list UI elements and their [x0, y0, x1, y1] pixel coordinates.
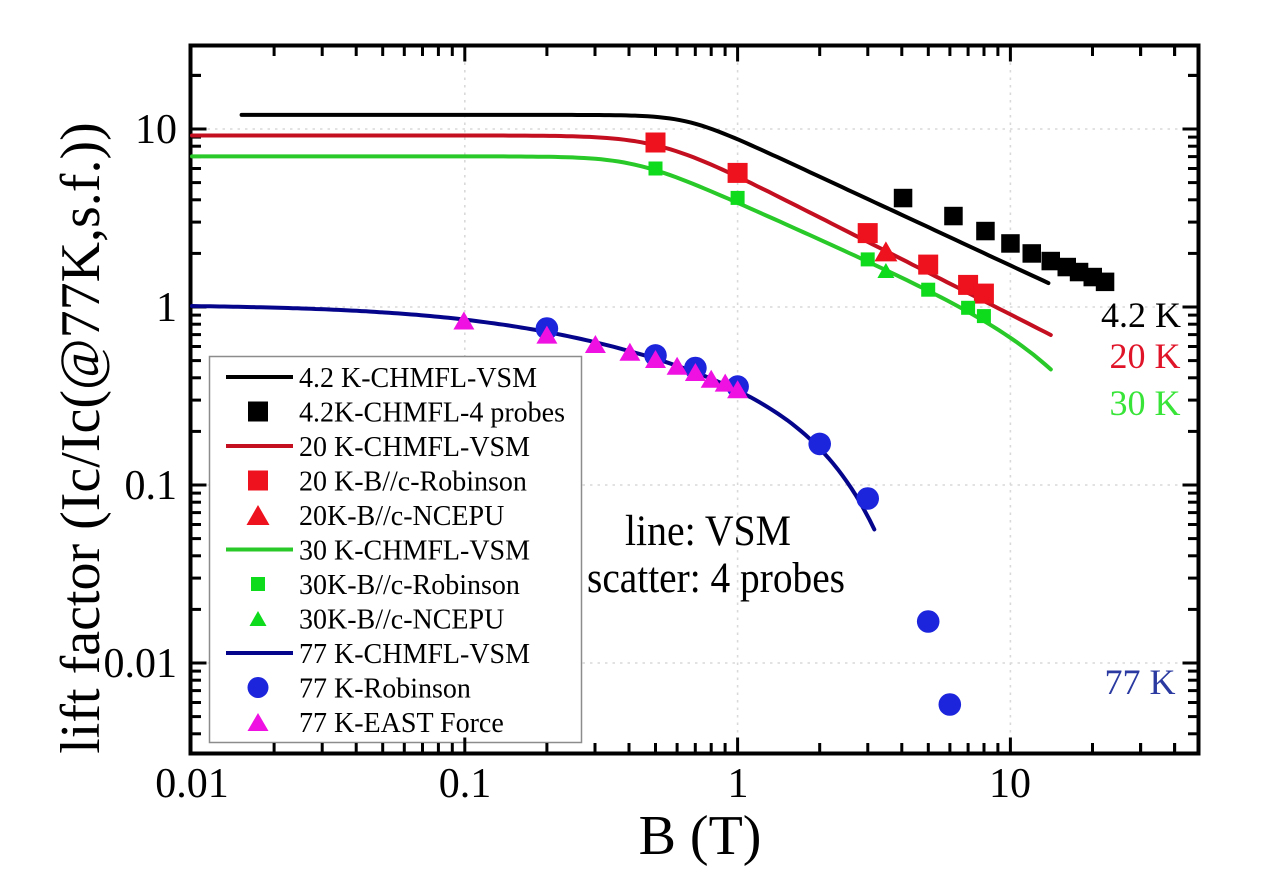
- svg-text:1: 1: [156, 285, 177, 331]
- svg-text:4.2K-CHMFL-4 probes: 4.2K-CHMFL-4 probes: [299, 398, 565, 429]
- svg-text:77 K: 77 K: [1105, 662, 1176, 702]
- svg-text:30 K-CHMFL-VSM: 30 K-CHMFL-VSM: [299, 536, 530, 567]
- svg-text:77 K-Robinson: 77 K-Robinson: [299, 674, 471, 705]
- svg-text:0.01: 0.01: [104, 641, 178, 687]
- svg-text:30K-B//c-NCEPU: 30K-B//c-NCEPU: [299, 605, 504, 636]
- svg-text:20 K-CHMFL-VSM: 20 K-CHMFL-VSM: [299, 432, 530, 463]
- svg-text:4.2 K: 4.2 K: [1101, 295, 1181, 335]
- svg-text:B (T): B (T): [639, 805, 762, 867]
- svg-text:30 K: 30 K: [1110, 383, 1181, 423]
- svg-text:30K-B//c-Robinson: 30K-B//c-Robinson: [299, 570, 520, 601]
- svg-text:20 K: 20 K: [1110, 336, 1181, 376]
- svg-text:10: 10: [989, 761, 1031, 807]
- svg-text:0.1: 0.1: [439, 761, 492, 807]
- svg-text:lift factor (Ic/Ic(@77K,s.f.)): lift factor (Ic/Ic(@77K,s.f.)): [50, 122, 112, 754]
- svg-text:0.01: 0.01: [155, 761, 229, 807]
- svg-text:77 K-CHMFL-VSM: 77 K-CHMFL-VSM: [299, 639, 530, 670]
- svg-text:77 K-EAST Force: 77 K-EAST Force: [299, 708, 504, 739]
- svg-text:20 K-B//c-Robinson: 20 K-B//c-Robinson: [299, 467, 527, 498]
- svg-text:4.2 K-CHMFL-VSM: 4.2 K-CHMFL-VSM: [299, 363, 537, 394]
- svg-text:20K-B//c-NCEPU: 20K-B//c-NCEPU: [299, 501, 504, 532]
- svg-text:line: VSM: line: VSM: [625, 508, 791, 555]
- svg-text:0.1: 0.1: [125, 463, 178, 509]
- svg-text:10: 10: [135, 107, 177, 153]
- svg-text:scatter: 4 probes: scatter: 4 probes: [587, 555, 845, 602]
- svg-text:1: 1: [728, 761, 749, 807]
